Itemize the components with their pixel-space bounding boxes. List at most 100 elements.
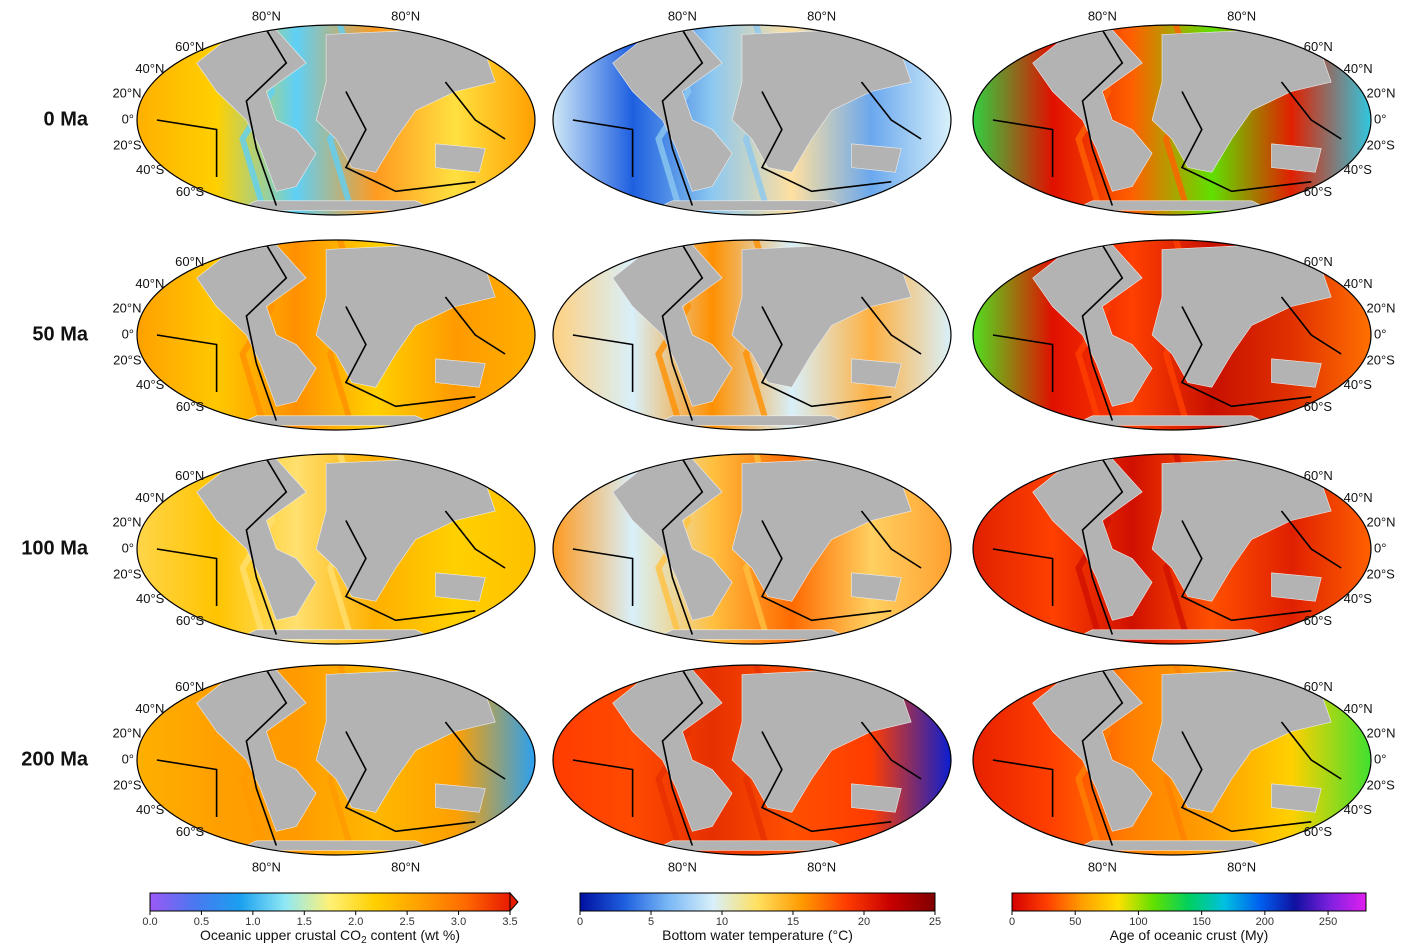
continent — [1271, 358, 1322, 388]
plate-boundary — [860, 510, 922, 569]
plate-boundary — [1280, 510, 1342, 569]
map-outline — [972, 453, 1372, 645]
parallel-label: 40°N — [1344, 276, 1373, 291]
meridian-label: 80°N — [1088, 859, 1117, 874]
continent — [1032, 669, 1153, 832]
continent — [851, 143, 902, 173]
colorbar-tick-label: 2.0 — [348, 916, 363, 928]
parallel-label: 60°N — [175, 468, 204, 483]
colorbar-tick-label: 1.5 — [297, 916, 312, 928]
parallel-label: 20°N — [112, 726, 141, 741]
plate-boundary — [1280, 81, 1342, 140]
map — [973, 665, 1371, 855]
continent — [236, 629, 436, 640]
plate-boundary — [156, 334, 218, 392]
plate-boundary — [992, 548, 1054, 606]
plate-boundary — [156, 759, 218, 817]
map — [973, 454, 1371, 644]
plate-boundary — [1081, 669, 1124, 846]
plate-boundary — [444, 296, 506, 355]
parallel-label: 60°N — [1304, 254, 1333, 269]
parallel-label: 40°N — [135, 701, 164, 716]
colorbar-tick-label: 20 — [858, 916, 870, 928]
plate-boundary — [992, 119, 1054, 177]
parallel-label: 20°N — [112, 301, 141, 316]
continent — [236, 415, 436, 426]
plate-boundary — [572, 548, 634, 606]
row-label: 100 Ma — [21, 537, 89, 559]
colorbar-tick-label: 0.0 — [142, 916, 157, 928]
continent — [196, 29, 317, 192]
plate-boundary — [245, 669, 288, 846]
meridian-label: 80°N — [252, 859, 281, 874]
plate-boundary — [1081, 244, 1124, 421]
plate-boundary — [760, 306, 892, 408]
map — [137, 665, 535, 855]
continent — [1271, 572, 1322, 602]
colorbar — [1011, 892, 1367, 912]
parallel-label: 20°N — [1366, 86, 1395, 101]
plate-boundary — [860, 81, 922, 140]
parallel-label: 60°N — [1304, 679, 1333, 694]
parallel-label: 20°N — [1366, 301, 1395, 316]
row-label: 200 Ma — [21, 748, 89, 770]
map-outline — [552, 24, 952, 216]
map — [137, 240, 535, 430]
plate-boundary — [661, 244, 704, 421]
colorbar-title-text: Oceanic upper crustal CO — [200, 927, 361, 943]
continent — [196, 458, 317, 621]
plate-boundary — [444, 721, 506, 780]
parallel-label: 20°S — [113, 352, 142, 367]
colorbar-tick-label: 3.5 — [502, 916, 517, 928]
plate-boundary — [1280, 721, 1342, 780]
row-label: 0 Ma — [44, 108, 89, 130]
parallel-label: 20°S — [1366, 352, 1395, 367]
continent — [612, 458, 733, 621]
parallel-label: 60°N — [1304, 39, 1333, 54]
map-outline — [136, 24, 536, 216]
plate-boundary — [1180, 91, 1312, 193]
parallel-label: 60°N — [175, 679, 204, 694]
plate-boundary — [992, 759, 1054, 817]
parallel-label: 20°S — [113, 137, 142, 152]
colorbar-tick-label: 2.5 — [399, 916, 414, 928]
parallel-label: 0° — [1374, 111, 1386, 126]
parallel-label: 0° — [1374, 751, 1386, 766]
parallel-label: 60°N — [1304, 468, 1333, 483]
plate-boundary — [992, 334, 1054, 392]
meridian-label: 80°N — [1227, 859, 1256, 874]
parallel-label: 20°N — [112, 515, 141, 530]
continent — [1072, 415, 1272, 426]
map-outline — [552, 239, 952, 431]
plate-boundary — [1180, 520, 1312, 622]
colorbar-title-text: Age of oceanic crust (My) — [1110, 927, 1269, 943]
continent — [612, 29, 733, 192]
parallel-label: 20°S — [1366, 137, 1395, 152]
plate-boundary — [245, 458, 288, 635]
parallel-label: 60°S — [176, 613, 205, 628]
parallel-label: 60°N — [175, 254, 204, 269]
continent — [612, 669, 733, 832]
colorbar-title-text: Bottom water temperature (°C) — [662, 927, 853, 943]
plate-boundary — [860, 721, 922, 780]
plate-boundary — [444, 81, 506, 140]
parallel-label: 60°S — [1304, 184, 1333, 199]
parallel-label: 0° — [122, 751, 134, 766]
colorbar-title: Oceanic upper crustal CO2 content (wt %) — [200, 927, 460, 946]
parallel-label: 0° — [122, 326, 134, 341]
parallel-label: 60°S — [1304, 399, 1333, 414]
colorbar-tick-label: 10 — [716, 916, 728, 928]
plate-boundary — [1280, 296, 1342, 355]
continent — [1072, 629, 1272, 640]
plate-boundary — [344, 306, 476, 408]
plate-boundary — [572, 759, 634, 817]
continent — [851, 358, 902, 388]
plate-boundary — [344, 731, 476, 833]
plate-boundary — [760, 520, 892, 622]
map — [553, 454, 951, 644]
map — [553, 665, 951, 855]
parallel-label: 60°S — [176, 184, 205, 199]
continent — [236, 840, 436, 851]
parallel-label: 40°N — [1344, 701, 1373, 716]
continent — [196, 244, 317, 407]
